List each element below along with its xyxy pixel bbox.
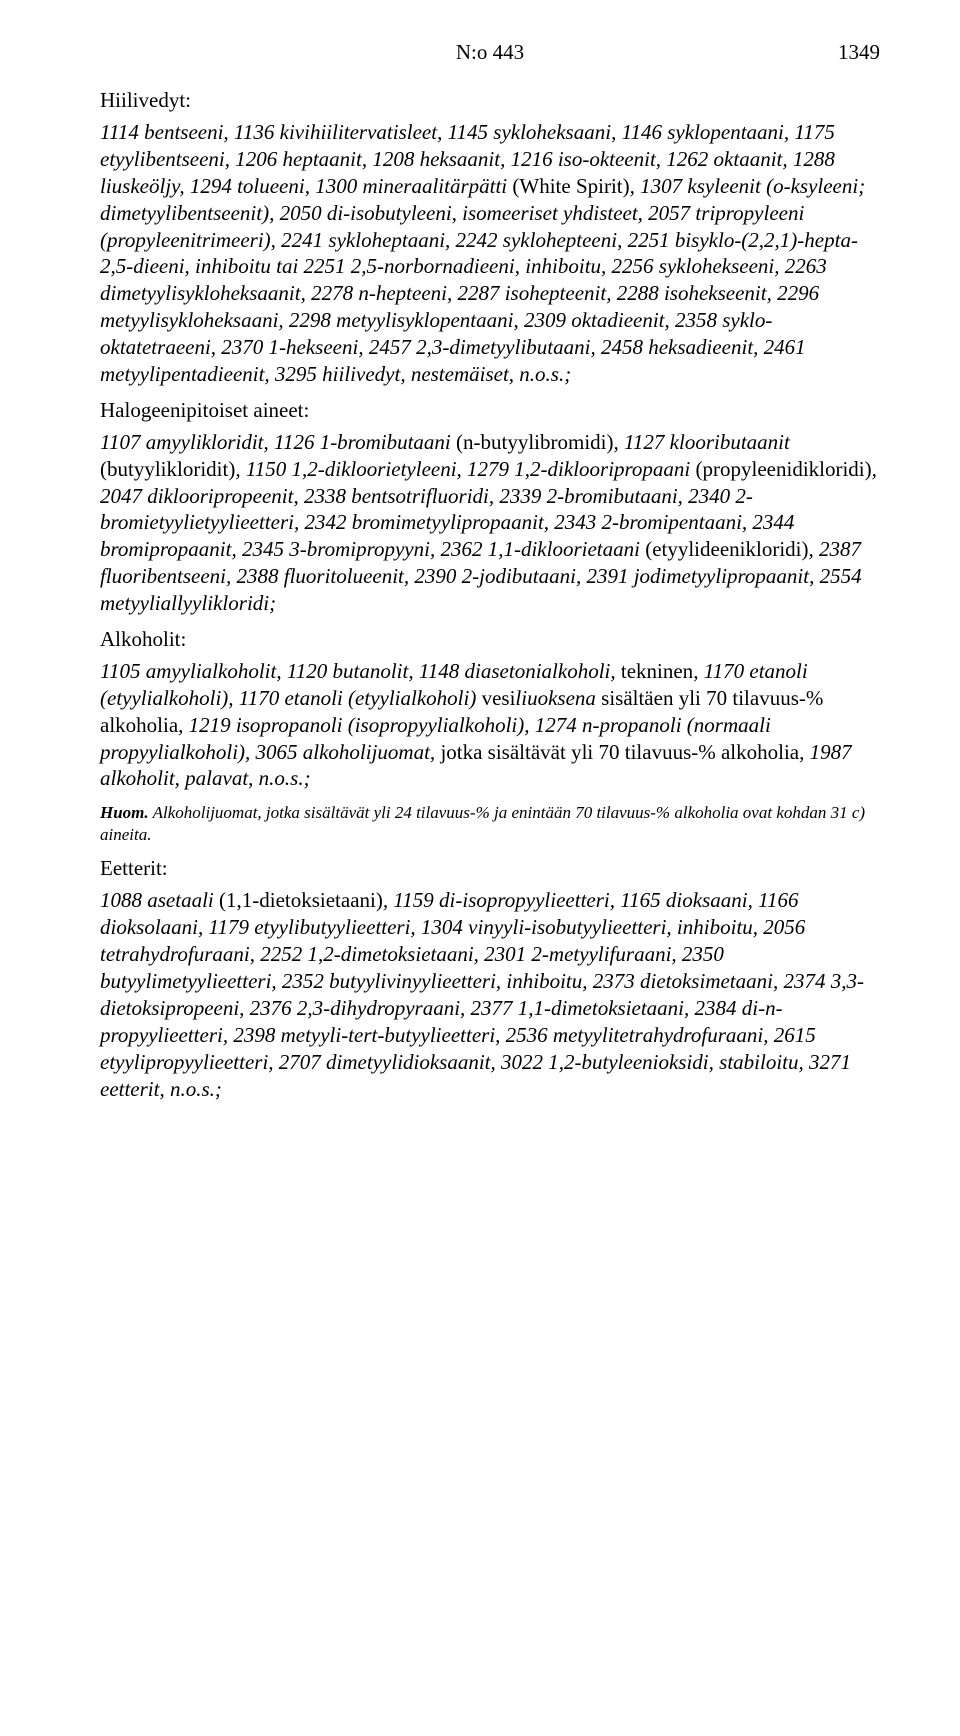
section-heading: Hiilivedyt: bbox=[100, 88, 880, 113]
note-prefix: Huom. bbox=[100, 803, 149, 822]
section-heading: Halogeenipitoiset aineet: bbox=[100, 398, 880, 423]
section-heading: Alkoholit: bbox=[100, 627, 880, 652]
header-page-number: 1349 bbox=[838, 40, 880, 65]
page: N:o 443 1349 Hiilivedyt: 1114 bentseeni, … bbox=[0, 0, 960, 1736]
section-note: Huom. Alkoholijuomat, jotka sisältävät y… bbox=[100, 802, 880, 846]
header: N:o 443 1349 bbox=[100, 40, 880, 70]
note-text: Alkoholijuomat, jotka sisältävät yli 24 … bbox=[100, 803, 865, 844]
section-paragraph: 1107 amyylikloridit, 1126 1-bromibutaani… bbox=[100, 429, 880, 617]
section-paragraph: 1088 asetaali (1,1-dietoksietaani), 1159… bbox=[100, 887, 880, 1102]
content: Hiilivedyt: 1114 bentseeni, 1136 kivihiil… bbox=[100, 88, 880, 1102]
section-heading: Eetterit: bbox=[100, 856, 880, 881]
section-paragraph: 1114 bentseeni, 1136 kivihiilitervatisle… bbox=[100, 119, 880, 388]
section-paragraph: 1105 amyylialkoholit, 1120 butanolit, 11… bbox=[100, 658, 880, 792]
header-center: N:o 443 bbox=[100, 40, 880, 65]
